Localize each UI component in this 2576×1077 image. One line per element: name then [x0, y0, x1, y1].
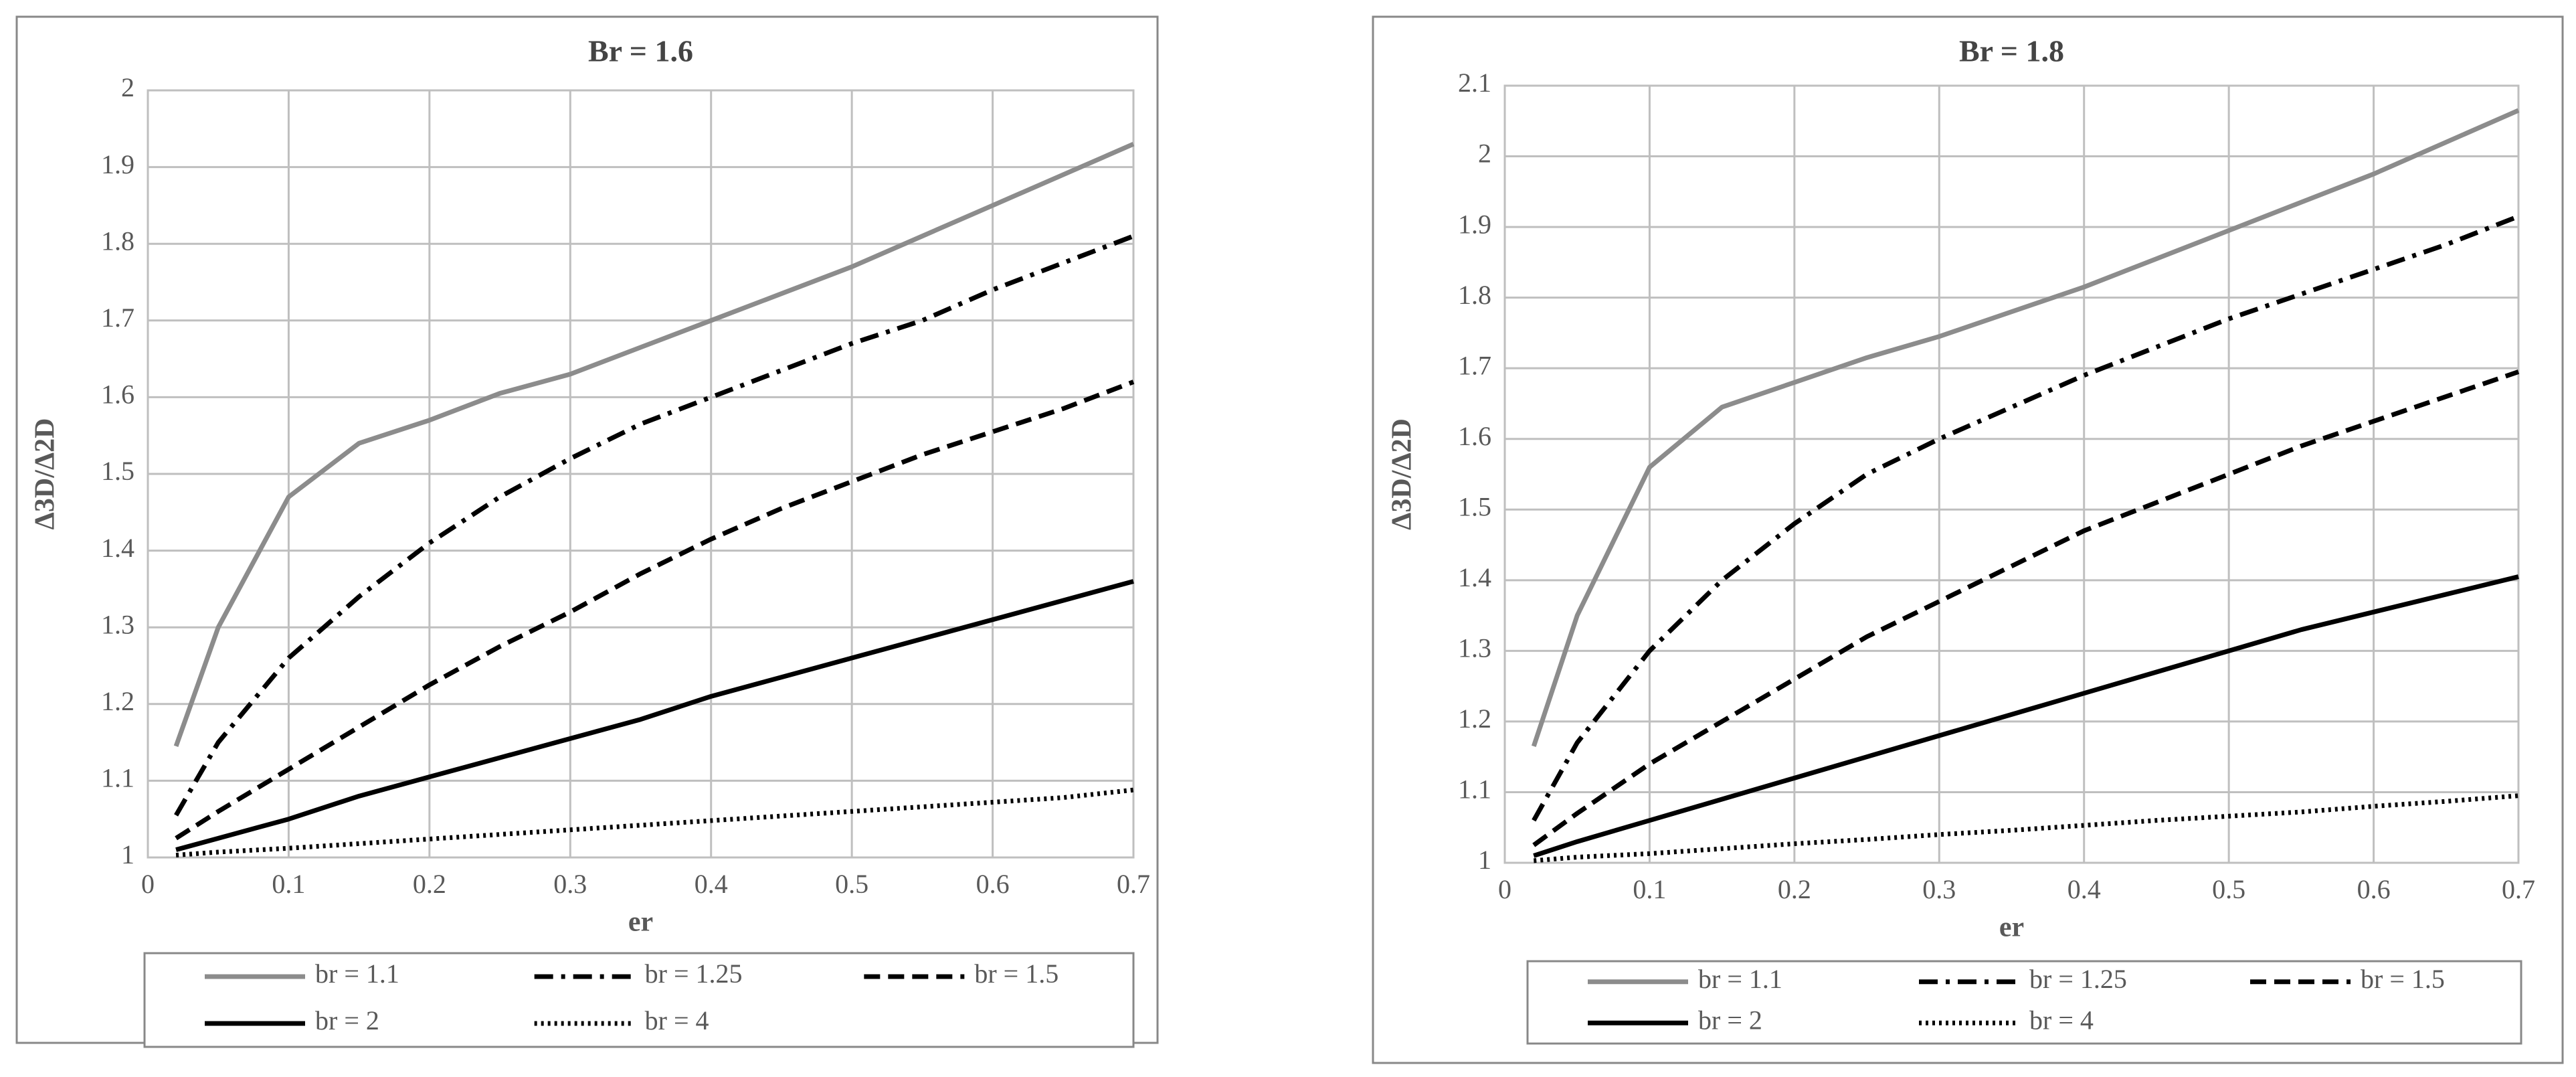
legend-label: br = 1.5 [974, 959, 1059, 989]
y-tick-label: 1 [1478, 845, 1491, 875]
legend-frame [1526, 960, 2522, 1045]
y-tick-label: 2.1 [1458, 68, 1491, 98]
data-line [1534, 793, 2519, 863]
plot-border [1503, 84, 2520, 864]
x-tick-label: 0.5 [2212, 874, 2245, 904]
data-line [175, 787, 1134, 858]
y-tick-label: 1.7 [1458, 350, 1491, 380]
y-tick-label: 1.4 [1458, 562, 1491, 592]
x-tick-label: 0.3 [1922, 874, 1956, 904]
legend-label: br = 1.25 [2029, 964, 2127, 994]
y-tick-label: 1.5 [1458, 491, 1491, 521]
y-tick-label: 1.9 [101, 149, 134, 179]
legend-label: br = 1.1 [315, 959, 399, 989]
y-axis-label: Δ3D/Δ2D [1387, 418, 1418, 530]
x-tick-label: 0.6 [2357, 874, 2391, 904]
x-axis-label: er [1999, 912, 2024, 943]
x-tick-label: 0.4 [695, 869, 728, 899]
y-tick-label: 1.3 [101, 609, 134, 639]
y-tick-label: 1.1 [101, 763, 134, 793]
y-axis-label: Δ3D/Δ2D [30, 418, 61, 530]
data-line [1532, 369, 2520, 847]
y-tick-label: 1.6 [1458, 421, 1491, 451]
legend-label: br = 2 [1698, 1005, 1762, 1035]
legend-label: br = 1.25 [645, 959, 743, 989]
x-tick-label: 0.1 [1633, 874, 1666, 904]
legend-label: br = 1.1 [1698, 964, 1782, 994]
data-line [1532, 214, 2520, 822]
legend-label: br = 4 [2029, 1005, 2094, 1035]
y-tick-label: 1.5 [101, 456, 134, 486]
x-tick-label: 0.5 [835, 869, 868, 899]
y-tick-label: 1.7 [101, 303, 134, 333]
data-line [1531, 108, 2520, 747]
x-tick-label: 0.3 [553, 869, 587, 899]
data-line [173, 142, 1135, 748]
x-tick-label: 0.1 [272, 869, 305, 899]
x-tick-label: 0.4 [2067, 874, 2101, 904]
y-tick-label: 1.8 [1458, 280, 1491, 310]
y-tick-label: 1.3 [1458, 633, 1491, 663]
data-line [175, 380, 1135, 841]
x-tick-label: 0.6 [976, 869, 1010, 899]
y-tick-label: 2 [121, 72, 134, 102]
y-tick-label: 1.2 [1458, 703, 1491, 734]
chart-title: Br = 1.8 [1959, 34, 2064, 68]
legend-label: br = 4 [645, 1005, 709, 1035]
chart: Br = 1.6 1 1.1 1.2 1.3 1.4 1.5 1.6 1.7 1.8 1.9 2 0 0.… [15, 15, 1159, 1048]
chart-frame [1372, 15, 2564, 1064]
x-tick-label: 0.7 [2502, 874, 2535, 904]
data-line [175, 579, 1134, 852]
y-tick-label: 1.8 [101, 226, 134, 256]
legend-frame [143, 952, 1135, 1048]
y-tick-label: 1.2 [101, 686, 134, 716]
plot-border [147, 89, 1135, 859]
x-axis-label: er [628, 907, 653, 938]
x-tick-label: 0 [1498, 874, 1511, 904]
chart: Br = 1.8 1 1.1 1.2 1.3 1.4 1.5 1.6 1.7 1.8 1.9 2 2.1… [1372, 15, 2564, 1064]
x-tick-label: 0.2 [1778, 874, 1811, 904]
y-tick-label: 1.6 [101, 380, 134, 410]
y-tick-label: 1 [121, 839, 134, 869]
data-line [1533, 574, 2519, 858]
y-tick-label: 1.9 [1458, 209, 1491, 239]
y-tick-label: 1.4 [101, 533, 134, 563]
x-tick-label: 0 [141, 869, 155, 899]
legend-label: br = 1.5 [2361, 964, 2445, 994]
chart-frame [15, 15, 1159, 1044]
x-tick-label: 0.2 [413, 869, 446, 899]
y-tick-label: 1.1 [1458, 774, 1491, 805]
chart-title: Br = 1.6 [588, 34, 693, 68]
y-tick-label: 2 [1478, 139, 1491, 169]
x-tick-label: 0.7 [1117, 869, 1150, 899]
legend-label: br = 2 [315, 1005, 379, 1035]
